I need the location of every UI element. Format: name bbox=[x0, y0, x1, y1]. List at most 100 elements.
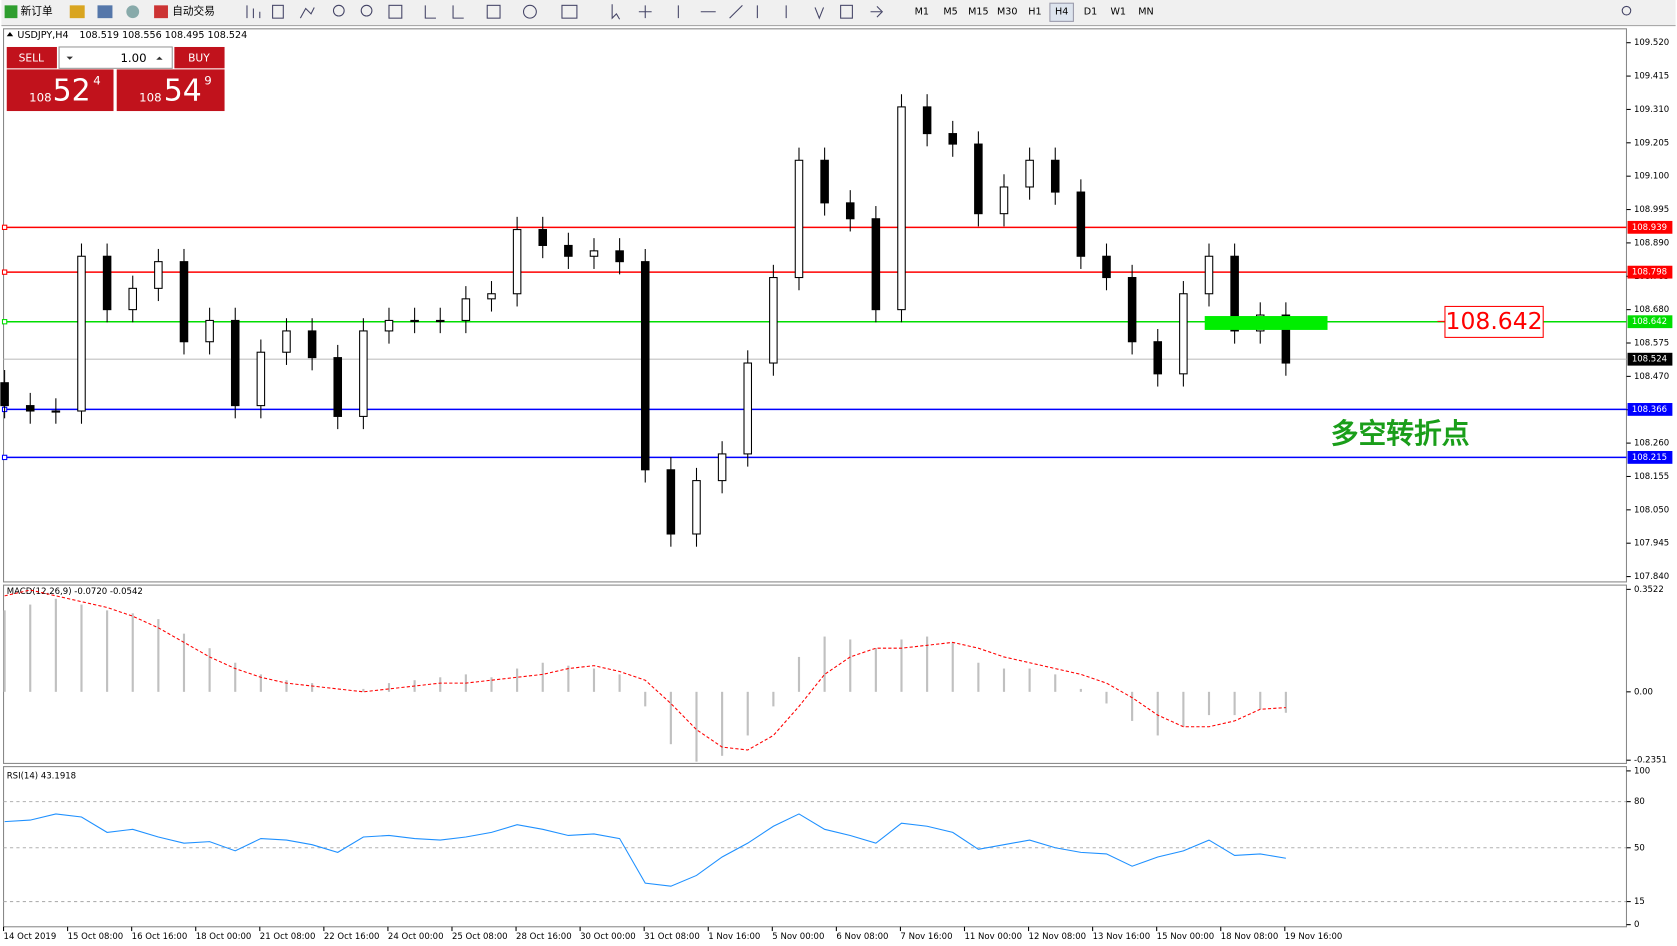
candle-body bbox=[1102, 255, 1111, 279]
candle-body bbox=[640, 261, 650, 471]
candle-body bbox=[1076, 191, 1086, 257]
timeframe-button[interactable]: M30 bbox=[997, 7, 1017, 18]
macd-bar bbox=[285, 680, 288, 692]
scroll-icon[interactable] bbox=[424, 5, 464, 19]
macd-bar bbox=[80, 604, 83, 692]
annotation-text: 多空转折点 bbox=[1331, 417, 1470, 450]
sell-price-box[interactable] bbox=[6, 69, 114, 112]
lots-value[interactable]: 1.00 bbox=[120, 51, 146, 65]
candle-body bbox=[25, 405, 35, 412]
chart-type-icon[interactable] bbox=[246, 5, 261, 19]
timeframe-button[interactable]: H4 bbox=[1055, 7, 1068, 18]
timeframe-button[interactable]: M15 bbox=[968, 7, 988, 18]
buy-price-pip: 9 bbox=[204, 74, 211, 88]
line-price-box bbox=[1627, 265, 1673, 279]
candle-body bbox=[999, 186, 1009, 215]
y-tick-label: 108.470 bbox=[1634, 372, 1669, 382]
lots-input[interactable] bbox=[58, 46, 173, 69]
line-price-label: 108.215 bbox=[1632, 453, 1667, 463]
current-price-box bbox=[1627, 352, 1673, 366]
candle-body bbox=[333, 357, 343, 417]
line-price-label: 108.642 bbox=[1632, 317, 1667, 327]
macd-bar bbox=[387, 683, 391, 692]
candle-body bbox=[51, 410, 61, 413]
x-tick-label: 12 Nov 08:00 bbox=[1029, 932, 1087, 942]
line-handle[interactable] bbox=[1, 319, 8, 325]
candle-body bbox=[410, 319, 419, 323]
candle-body bbox=[512, 229, 522, 295]
timeframe-active bbox=[1049, 2, 1074, 22]
macd-area bbox=[3, 584, 1628, 764]
timeframe-button[interactable]: M5 bbox=[943, 7, 957, 18]
new-order-button[interactable]: 新订单 bbox=[21, 5, 53, 18]
collapse-arrow[interactable] bbox=[6, 32, 14, 37]
buy-price-box[interactable] bbox=[116, 69, 225, 112]
macd-bar bbox=[746, 691, 749, 736]
fib-tools[interactable] bbox=[756, 5, 825, 20]
periods-icon[interactable] bbox=[522, 4, 537, 19]
buy-button[interactable] bbox=[174, 46, 225, 69]
macd-bar bbox=[977, 662, 980, 692]
sell-button[interactable] bbox=[6, 46, 57, 69]
text-tool[interactable] bbox=[840, 4, 853, 19]
line-handle[interactable] bbox=[1, 224, 8, 231]
sell-price-main: 52 bbox=[53, 73, 91, 108]
macd-bar bbox=[1259, 691, 1262, 710]
timeframe-button[interactable]: H1 bbox=[1028, 7, 1041, 18]
auto-trading-button[interactable]: 自动交易 bbox=[172, 5, 215, 18]
buy-label[interactable]: BUY bbox=[188, 52, 210, 65]
macd-bar bbox=[439, 677, 442, 692]
chart-type-icon[interactable] bbox=[299, 7, 315, 19]
search-icon[interactable] bbox=[1621, 5, 1632, 16]
line-price-label: 108.366 bbox=[1632, 405, 1667, 415]
new-order-icon[interactable] bbox=[4, 5, 18, 19]
indicators-icon[interactable] bbox=[486, 4, 501, 19]
macd-bar bbox=[849, 639, 852, 692]
templates-icon[interactable] bbox=[561, 4, 578, 19]
macd-bar bbox=[592, 668, 596, 692]
candle-body bbox=[102, 255, 112, 311]
turning-zone-rect bbox=[1204, 316, 1328, 330]
x-tick-label: 21 Oct 08:00 bbox=[260, 932, 316, 942]
candle-body bbox=[692, 480, 701, 535]
macd-bar bbox=[772, 691, 775, 707]
macd-bar bbox=[926, 636, 929, 692]
cursor-icon[interactable] bbox=[611, 4, 621, 20]
y-tick-label: 0.00 bbox=[1634, 687, 1653, 697]
macd-bar bbox=[490, 677, 493, 692]
macd-bar bbox=[1131, 691, 1134, 721]
toolbar-icon[interactable] bbox=[97, 5, 113, 19]
arrow-tool[interactable] bbox=[870, 6, 884, 18]
main-chart: 109.520 109.415 109.310 109.205 109.100 108.9… bbox=[0, 38, 1673, 942]
sell-price-big: 108 bbox=[29, 91, 51, 105]
y-tick-label: 109.100 bbox=[1634, 172, 1669, 182]
line-handle[interactable] bbox=[1, 269, 8, 275]
chart-type-icon[interactable] bbox=[272, 4, 284, 19]
macd-bar bbox=[131, 613, 134, 692]
candle-body bbox=[1153, 341, 1163, 375]
current-price-label: 108.524 bbox=[1632, 355, 1667, 365]
timeframe-button[interactable]: W1 bbox=[1110, 7, 1126, 18]
toolbar-icon[interactable] bbox=[69, 5, 85, 19]
line-tools[interactable] bbox=[638, 4, 743, 19]
line-price-label: 108.939 bbox=[1632, 223, 1667, 233]
candle-body bbox=[154, 261, 163, 289]
auto-trading-icon[interactable] bbox=[154, 5, 168, 19]
candle-body bbox=[77, 255, 86, 412]
timeframe-button[interactable]: M1 bbox=[915, 7, 929, 18]
sell-label[interactable]: SELL bbox=[19, 52, 44, 65]
symbol-quote: 108.519 108.556 108.495 108.524 bbox=[79, 30, 247, 41]
candle-body bbox=[307, 330, 317, 359]
macd-bar bbox=[157, 619, 160, 692]
tile-icon[interactable] bbox=[388, 4, 403, 19]
x-tick-label: 15 Oct 08:00 bbox=[68, 932, 124, 942]
timeframe-button[interactable]: D1 bbox=[1084, 7, 1098, 18]
zoom-out-icon[interactable] bbox=[360, 4, 373, 17]
x-tick-label: 28 Oct 16:00 bbox=[516, 932, 572, 942]
candle-body bbox=[230, 319, 240, 407]
y-tick-label: 0 bbox=[1634, 920, 1639, 930]
timeframe-button[interactable]: MN bbox=[1138, 7, 1153, 18]
toolbar-icon[interactable] bbox=[126, 5, 140, 19]
line-handle[interactable] bbox=[1, 454, 8, 461]
zoom-in-icon[interactable] bbox=[332, 4, 345, 17]
